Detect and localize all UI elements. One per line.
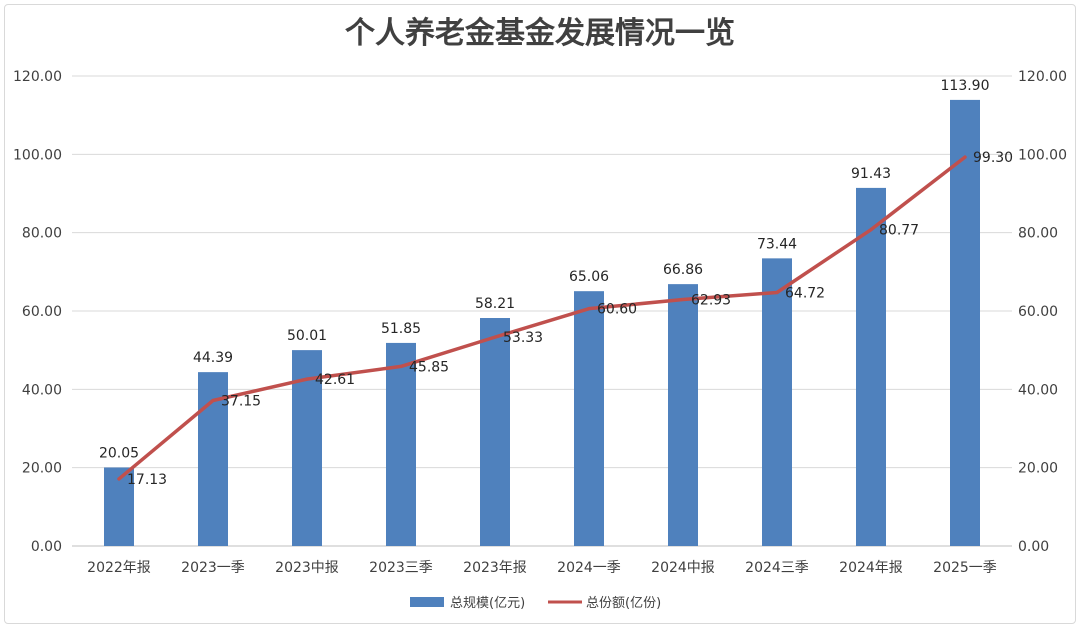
right-tick-label: 40.00 (1018, 382, 1058, 398)
category-label: 2023一季 (181, 560, 245, 576)
category-label: 2024三季 (745, 560, 809, 576)
line-point (493, 335, 497, 339)
line-data-labels: 17.13 37.15 42.61 45.85 53.33 60.60 62.93 64.72… (127, 150, 1013, 488)
line-series (117, 155, 967, 481)
category-labels: 2022年报 2023一季 2023中报 2023三季 2023年报 2024一季 2024… (87, 560, 997, 576)
category-label: 2023三季 (369, 560, 433, 576)
bar-data-label: 20.05 (99, 445, 139, 461)
bar-data-label: 66.86 (663, 262, 703, 278)
line-data-label: 62.93 (691, 293, 731, 309)
line-point (963, 155, 967, 159)
bar (386, 342, 416, 546)
bar (950, 99, 980, 547)
bar-data-labels: 20.05 44.39 50.01 51.85 58.21 65.06 66.86 73.44… (99, 78, 990, 462)
right-tick-label: 20.00 (1018, 461, 1058, 477)
bar-data-label: 51.85 (381, 321, 421, 337)
bar (574, 291, 604, 546)
chart-container (4, 4, 1076, 624)
line-point (211, 398, 215, 402)
line-point (305, 377, 309, 381)
line-point (681, 298, 685, 302)
bar-data-label: 73.44 (757, 236, 797, 252)
category-label: 2024中报 (651, 560, 715, 576)
bar-data-label: 44.39 (193, 350, 233, 366)
left-tick-label: 20.00 (22, 461, 62, 477)
category-label: 2024一季 (557, 560, 621, 576)
bar (668, 284, 698, 546)
left-tick-label: 120.00 (13, 69, 62, 85)
gridlines (72, 75, 1012, 469)
left-tick-label: 0.00 (31, 539, 62, 555)
category-label: 2023年报 (463, 560, 527, 576)
line-point (399, 364, 403, 368)
line-data-label: 99.30 (973, 150, 1013, 166)
bar (480, 318, 510, 546)
line-point (775, 291, 779, 295)
line-path (117, 155, 967, 481)
line-data-label: 42.61 (315, 372, 355, 388)
right-tick-label: 100.00 (1018, 147, 1067, 163)
left-tick-label: 100.00 (13, 147, 62, 163)
chart-title: 个人养老金基金发展情况一览 (345, 16, 735, 51)
right-tick-label: 80.00 (1018, 226, 1058, 242)
bar (856, 187, 886, 546)
category-label: 2025一季 (933, 560, 997, 576)
legend-bar-swatch (410, 597, 444, 607)
line-point (869, 228, 873, 232)
line-point (587, 307, 591, 311)
category-label: 2023中报 (275, 560, 339, 576)
right-axis-ticks: 0.00 20.00 40.00 60.00 80.00 100.00 120.00 (1018, 69, 1067, 555)
left-tick-label: 80.00 (22, 226, 62, 242)
line-data-label: 53.33 (503, 330, 543, 346)
category-label: 2022年报 (87, 560, 151, 576)
line-data-label: 17.13 (127, 472, 167, 488)
category-label: 2024年报 (839, 560, 903, 576)
bar (762, 258, 792, 546)
legend-line-label: 总份额(亿份) (586, 596, 661, 611)
bar-data-label: 65.06 (569, 269, 609, 285)
left-axis-ticks: 0.00 20.00 40.00 60.00 80.00 100.00 120.00 (13, 69, 62, 555)
bar-data-label: 50.01 (287, 328, 327, 344)
line-data-label: 64.72 (785, 286, 825, 302)
bar-data-label: 58.21 (475, 296, 515, 312)
legend: 总规模(亿元) 总份额(亿份) (410, 596, 661, 611)
right-tick-label: 0.00 (1018, 539, 1049, 555)
bar-data-label: 91.43 (851, 166, 891, 182)
line-data-label: 80.77 (879, 223, 919, 239)
left-tick-label: 60.00 (22, 304, 62, 320)
line-data-label: 37.15 (221, 393, 261, 409)
bar-data-label: 113.90 (941, 78, 990, 94)
line-point (117, 477, 121, 481)
right-tick-label: 120.00 (1018, 69, 1067, 85)
right-tick-label: 60.00 (1018, 304, 1058, 320)
line-data-label: 60.60 (597, 302, 637, 318)
line-data-label: 45.85 (409, 359, 449, 375)
legend-bar-label: 总规模(亿元) (450, 596, 525, 611)
left-tick-label: 40.00 (22, 382, 62, 398)
